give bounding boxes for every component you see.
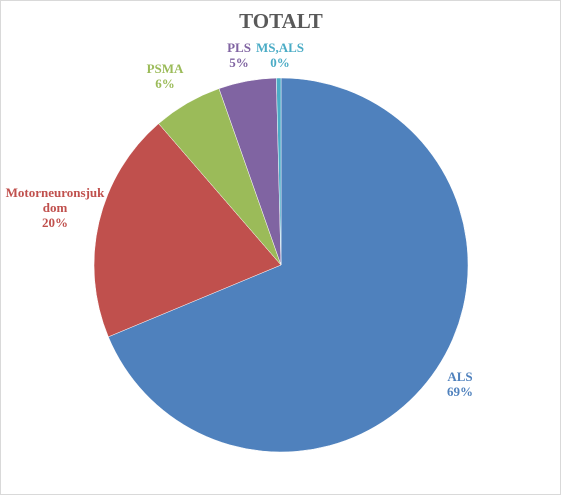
slice-label-line: PSMA — [147, 61, 184, 76]
slice-label-line: 69% — [447, 384, 473, 399]
slice-label-ms-als: MS,ALS 0% — [256, 40, 304, 70]
pie-slice-motorneuronsjukdom — [93, 123, 282, 338]
slice-label-line: Motorneuronsjuk — [6, 185, 105, 200]
pie-slice-ms-als — [276, 77, 282, 266]
slice-label-als: ALS 69% — [447, 369, 473, 399]
slice-label-line: MS,ALS — [256, 40, 304, 55]
slice-label-line: 0% — [270, 55, 290, 70]
slice-labels: ALS 69%Motorneuronsjuk dom 20%PSMA 6%PLS 5%MS… — [6, 40, 473, 399]
slice-label-pls: PLS 5% — [227, 40, 251, 70]
slice-label-line: PLS — [227, 40, 251, 55]
pie-slice-als — [108, 77, 469, 453]
pie-slices — [93, 77, 469, 453]
slice-label-line: dom — [43, 200, 68, 215]
slice-label-line: ALS — [447, 369, 472, 384]
slice-label-motorneuronsjukdom: Motorneuronsjuk dom 20% — [6, 185, 105, 230]
slice-label-psma: PSMA 6% — [147, 61, 184, 91]
chart-title: TOTALT — [239, 9, 323, 33]
slice-label-line: 6% — [155, 76, 175, 91]
slice-label-line: 5% — [229, 55, 249, 70]
slice-label-line: 20% — [42, 215, 68, 230]
